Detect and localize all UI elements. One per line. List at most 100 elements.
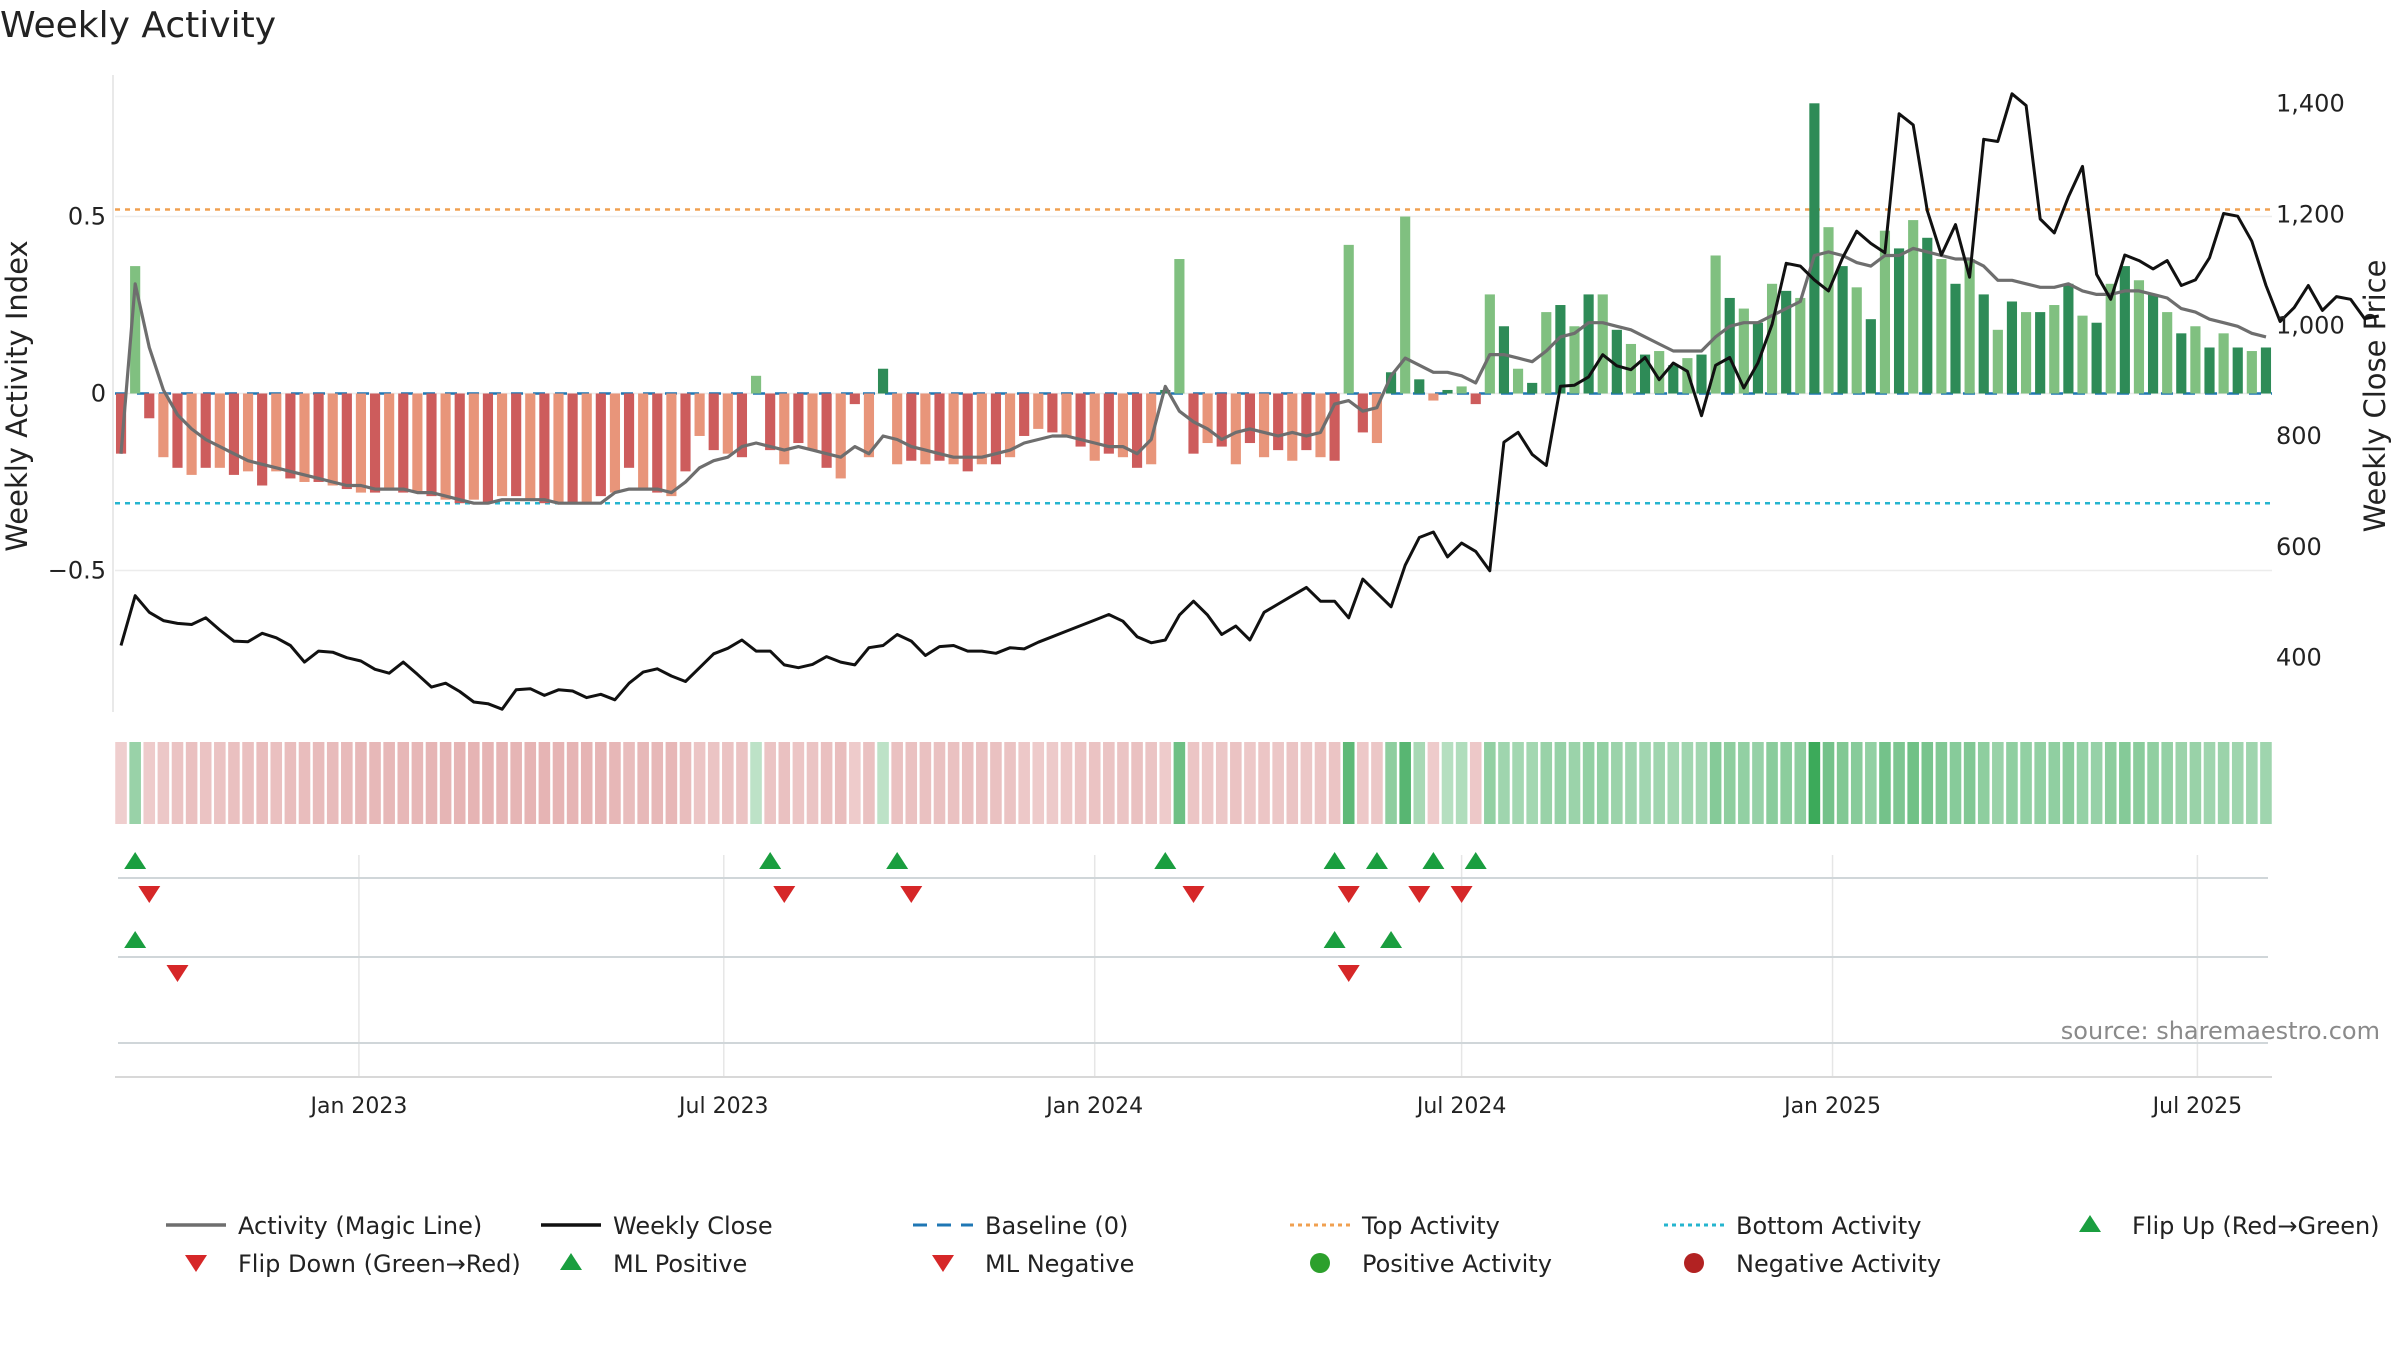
x-tick-label: Jul 2025 <box>2151 1094 2243 1119</box>
strip-cell <box>1907 742 1919 824</box>
x-axis: Jan 2023 Jul 2023 Jan 2024 Jul 2024 Jan 2025… <box>115 1076 2272 1119</box>
strip-cell <box>242 742 254 824</box>
strip-cell <box>623 742 635 824</box>
strip-cell <box>2076 742 2089 824</box>
strip-cell <box>538 742 551 824</box>
flip-down-marker <box>900 886 923 903</box>
activity-bar <box>468 393 479 500</box>
activity-bar <box>2035 312 2046 394</box>
strip-cell <box>1103 742 1115 824</box>
activity-bar <box>1668 365 1679 394</box>
strip-cell <box>115 742 127 824</box>
strip-cell <box>1568 742 1581 824</box>
strip-cell <box>510 742 522 824</box>
activity-bar <box>1075 393 1086 447</box>
activity-bar <box>1047 393 1058 433</box>
activity-bar <box>1273 393 1284 451</box>
reference-lines <box>115 208 2272 505</box>
activity-bar <box>1978 294 1989 394</box>
strip-cell <box>326 742 339 824</box>
activity-bar <box>369 393 381 493</box>
activity-bar <box>1583 294 1594 394</box>
y-left-tick-label: −0.5 <box>48 556 106 584</box>
activity-bar <box>1089 393 1100 461</box>
activity-bar <box>652 393 663 493</box>
activity-bar <box>172 393 183 468</box>
strip-cell <box>171 742 184 824</box>
legend-label: Negative Activity <box>1736 1250 1941 1278</box>
legend-label: Positive Activity <box>1362 1250 1552 1278</box>
activity-bar <box>567 393 578 504</box>
strip-cell <box>1469 742 1482 824</box>
activity-bar <box>609 393 621 493</box>
strip-cell <box>1879 742 1891 824</box>
activity-bar <box>2133 280 2145 394</box>
strip-cell <box>1526 742 1538 824</box>
activity-bar <box>1512 368 1524 394</box>
activity-bar <box>1230 393 1241 465</box>
strip-cell <box>2175 742 2188 824</box>
activity-bar <box>1992 329 2003 394</box>
ml-positive-marker <box>124 931 147 948</box>
strip-cell <box>1935 742 1948 824</box>
strip-cell <box>877 742 889 824</box>
activity-bar <box>1908 220 1919 394</box>
activity-bar <box>990 393 1002 465</box>
activity-bar <box>511 393 522 497</box>
activity-bar <box>1654 351 1665 394</box>
grid-layer <box>115 215 2272 1077</box>
strip-cell <box>1258 742 1270 824</box>
activity-bar <box>384 393 395 490</box>
strip-cell <box>1893 742 1905 824</box>
flip-down-marker <box>1408 886 1431 903</box>
activity-bar <box>2204 347 2215 394</box>
strip-cell <box>580 742 593 824</box>
strip-cell <box>1582 742 1595 824</box>
strip-cell <box>425 742 438 824</box>
activity-bar <box>1936 259 1947 394</box>
strip-cell <box>1723 742 1736 824</box>
strip-cell <box>1300 742 1313 824</box>
activity-bar <box>920 393 931 465</box>
strip-cell <box>1046 742 1059 824</box>
weekly-close-series <box>119 92 2380 711</box>
x-tick-label: Jan 2025 <box>1782 1094 1881 1119</box>
strip-cell <box>863 742 875 824</box>
activity-bar <box>1470 393 1481 405</box>
strip-cell <box>256 742 268 824</box>
strip-cell <box>820 742 833 824</box>
ml-positive-marker <box>1380 931 1403 948</box>
source-label: source: sharemaestro.com <box>2061 1017 2380 1045</box>
strip-cell <box>2034 742 2046 824</box>
activity-bar <box>595 393 606 497</box>
x-tick-label: Jan 2024 <box>1044 1094 1143 1119</box>
activity-bar <box>327 393 338 486</box>
strip-cell <box>143 742 156 824</box>
flip-down-marker <box>138 886 161 903</box>
flip-up-marker <box>124 852 147 869</box>
ml-positive-marker <box>1323 931 1346 948</box>
strip-cell <box>157 742 170 824</box>
activity-bar <box>2006 301 2018 394</box>
ml-negative-marker <box>1337 965 1360 982</box>
y-axis-left-label: Weekly Activity Index <box>0 240 34 551</box>
activity-bar <box>1837 266 1848 394</box>
activity-bar <box>1004 393 1016 458</box>
legend-swatch-triangle-down <box>932 1255 954 1272</box>
activity-bar <box>553 393 564 504</box>
activity-bar <box>186 393 197 475</box>
activity-bar <box>1484 294 1495 394</box>
legend-swatch-triangle-down <box>185 1255 207 1272</box>
activity-bar <box>1752 322 1764 394</box>
activity-bar <box>962 393 973 472</box>
activity-bar <box>1738 308 1749 394</box>
strip-cell <box>1187 742 1200 824</box>
legend-label: Flip Down (Green→Red) <box>238 1250 521 1278</box>
activity-bar <box>2077 315 2088 394</box>
activity-bar <box>1301 393 1312 451</box>
activity-bar <box>1456 386 1467 394</box>
strip-cell <box>1681 742 1694 824</box>
activity-bar <box>906 393 917 461</box>
activity-bar <box>948 393 959 465</box>
activity-bar <box>1146 393 1157 465</box>
